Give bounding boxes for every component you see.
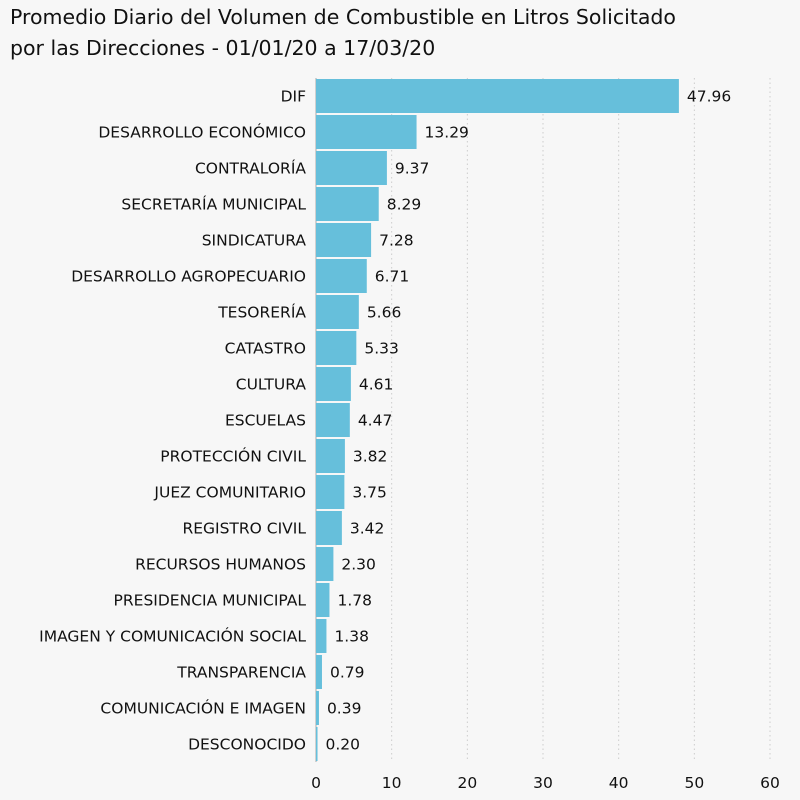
bar: [316, 619, 327, 653]
value-label: 4.61: [359, 376, 394, 394]
value-labels: 47.96 13.29 9.37 8.29 7.28 6.71 5.66 5.33 4.61 4.…: [326, 88, 732, 754]
value-label: 5.66: [367, 304, 402, 322]
category-label: DIF: [281, 88, 307, 106]
bar: [316, 187, 379, 221]
value-label: 1.38: [334, 628, 369, 646]
bar: [316, 727, 318, 761]
bar: [316, 115, 417, 149]
category-label: CONTRALORÍA: [195, 159, 306, 178]
grid-lines: [391, 78, 771, 762]
value-label: 5.33: [364, 340, 399, 358]
x-tick-label: 20: [457, 774, 477, 792]
value-label: 0.39: [327, 700, 362, 718]
chart-title-line-2: por las Direcciones - 01/01/20 a 17/03/2…: [10, 36, 436, 60]
value-label: 8.29: [387, 196, 422, 214]
bar: [316, 439, 345, 473]
category-label: ESCUELAS: [225, 412, 306, 430]
value-label: 0.20: [326, 736, 361, 754]
category-label: IMAGEN Y COMUNICACIÓN SOCIAL: [39, 627, 306, 646]
value-label: 3.82: [353, 448, 388, 466]
value-label: 7.28: [379, 232, 414, 250]
category-labels: DIF DESARROLLO ECONÓMICO CONTRALORÍA SECRET…: [39, 88, 306, 754]
value-label: 1.78: [337, 592, 372, 610]
bar: [316, 367, 351, 401]
x-tick-label: 60: [760, 774, 780, 792]
bar: [316, 295, 359, 329]
bar: [316, 547, 334, 581]
bar: [316, 691, 319, 725]
chart-title: Promedio Diario del Volumen de Combustib…: [10, 2, 800, 64]
value-label: 2.30: [341, 556, 376, 574]
bar: [316, 511, 342, 545]
category-label: CULTURA: [236, 376, 307, 394]
category-label: TRANSPARENCIA: [176, 664, 306, 682]
category-label: CATASTRO: [225, 340, 306, 358]
value-label: 4.47: [358, 412, 393, 430]
category-label: PRESIDENCIA MUNICIPAL: [114, 592, 307, 610]
category-label: DESCONOCIDO: [188, 736, 306, 754]
x-tick-label: 50: [684, 774, 704, 792]
bar: [316, 655, 322, 689]
value-label: 47.96: [687, 88, 731, 106]
category-label: REGISTRO CIVIL: [182, 520, 306, 538]
x-tick-label: 0: [311, 774, 321, 792]
bar: [316, 583, 330, 617]
bars-group: [316, 79, 679, 761]
category-label: DESARROLLO AGROPECUARIO: [71, 268, 306, 286]
category-label: SECRETARÍA MUNICIPAL: [121, 195, 306, 214]
bar: [316, 259, 367, 293]
value-label: 3.75: [352, 484, 387, 502]
category-label: RECURSOS HUMANOS: [135, 556, 306, 574]
category-label: COMUNICACIÓN E IMAGEN: [100, 699, 306, 718]
category-label: SINDICATURA: [202, 232, 307, 250]
category-label: JUEZ COMUNITARIO: [153, 484, 306, 502]
bar: [316, 79, 679, 113]
value-label: 3.42: [350, 520, 385, 538]
value-label: 0.79: [330, 664, 365, 682]
value-label: 9.37: [395, 160, 430, 178]
x-tick-label: 40: [609, 774, 629, 792]
chart-title-line-1: Promedio Diario del Volumen de Combustib…: [10, 5, 676, 29]
bar: [316, 151, 387, 185]
value-label: 13.29: [425, 124, 469, 142]
category-label: TESORERÍA: [217, 303, 306, 322]
x-tick-label: 30: [533, 774, 553, 792]
bar: [316, 331, 357, 365]
bar: [316, 223, 372, 257]
bar: [316, 403, 350, 437]
bar: [316, 475, 345, 509]
category-label: PROTECCIÓN CIVIL: [160, 447, 306, 466]
x-axis-ticks: 0 10 20 30 40 50 60: [311, 774, 780, 792]
x-tick-label: 10: [382, 774, 402, 792]
category-label: DESARROLLO ECONÓMICO: [98, 123, 306, 142]
value-label: 6.71: [375, 268, 410, 286]
